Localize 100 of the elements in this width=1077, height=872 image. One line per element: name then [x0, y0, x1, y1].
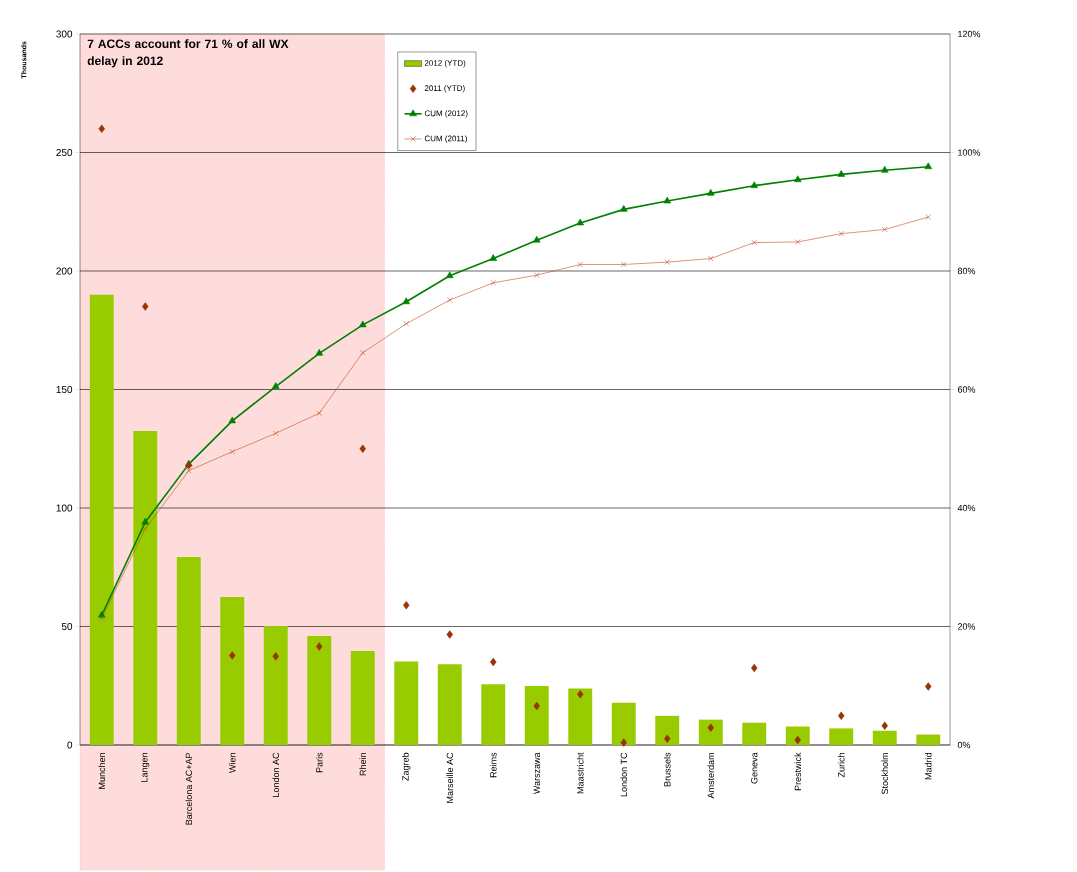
bar — [785, 726, 810, 745]
point — [707, 255, 714, 262]
point — [316, 410, 323, 416]
bar — [133, 430, 158, 745]
bar — [742, 722, 767, 745]
bar — [872, 730, 897, 745]
point — [881, 226, 888, 233]
x-tick-label: Munchen — [98, 753, 106, 789]
bar — [568, 688, 593, 745]
x-tick-label: Barcelona AC+AP — [185, 752, 193, 825]
point — [925, 682, 932, 691]
bar — [394, 661, 419, 745]
y2-tick-label: 60% — [957, 386, 976, 393]
point — [359, 349, 366, 356]
bar — [263, 626, 288, 745]
bar — [698, 719, 723, 745]
bar — [437, 664, 462, 745]
x-tick-label: Langen — [141, 753, 150, 782]
point — [838, 230, 845, 237]
bar — [481, 684, 506, 745]
x-tick-label: Madrid — [924, 753, 932, 780]
point — [185, 467, 192, 474]
y-tick-label: 300 — [56, 30, 73, 38]
x-tick-label: Brussels — [663, 752, 671, 787]
point — [228, 416, 237, 424]
bar — [524, 685, 549, 745]
point — [446, 630, 453, 639]
point — [490, 280, 497, 286]
bar — [307, 635, 332, 745]
x-tick-label: Amsterdam — [707, 753, 715, 799]
bar — [916, 734, 941, 745]
point — [577, 690, 584, 699]
legend-label: CUM (2011) — [424, 135, 467, 143]
bar — [829, 728, 854, 745]
y2-tick-label: 0% — [957, 741, 971, 749]
y-tick-label: 150 — [56, 385, 73, 394]
point — [620, 261, 627, 268]
y2-tick-label: 80% — [957, 267, 976, 275]
point — [141, 517, 150, 525]
point — [402, 297, 411, 305]
y-tick-label: 0 — [67, 741, 73, 749]
point — [750, 181, 759, 188]
point — [706, 189, 715, 196]
x-tick-label: Stockholm — [881, 753, 889, 795]
point — [619, 205, 628, 212]
point — [445, 271, 454, 279]
point — [359, 444, 366, 453]
point — [664, 734, 671, 744]
point — [446, 297, 453, 303]
point — [533, 701, 540, 711]
point — [533, 272, 540, 278]
legend-label: 2011 (YTD) — [424, 85, 465, 93]
x-tick-label: Maastricht — [576, 752, 584, 794]
point — [620, 738, 627, 747]
point — [925, 214, 932, 220]
legend-label: CUM (2012) — [424, 110, 468, 118]
bar — [655, 715, 680, 745]
legend-label: 2012 (YTD) — [424, 59, 466, 68]
point — [98, 615, 105, 621]
point — [837, 170, 846, 177]
point — [358, 320, 367, 328]
point — [751, 239, 758, 246]
point — [229, 448, 236, 455]
x-tick-label: Paris — [315, 752, 323, 773]
y2-tick-label: 100% — [958, 149, 981, 156]
point — [142, 525, 149, 532]
point — [98, 124, 105, 133]
point — [229, 651, 236, 660]
y-tick-label: 250 — [56, 148, 73, 157]
point — [880, 165, 889, 173]
bar — [176, 557, 201, 745]
point — [577, 261, 584, 268]
bar — [350, 650, 375, 745]
x-tick-label: Prestwick — [794, 752, 802, 791]
point — [403, 600, 410, 610]
y2-tick-label: 20% — [957, 623, 976, 630]
x-tick-label: London AC — [272, 752, 280, 797]
x-tick-label: Zagreb — [402, 752, 411, 781]
point — [142, 302, 149, 311]
point — [272, 430, 279, 437]
point — [271, 382, 280, 389]
x-tick-label: Geneva — [751, 752, 758, 784]
x-tick-label: Warszawa — [533, 752, 540, 795]
bar — [611, 702, 636, 745]
x-tick-label: Marseille AC — [446, 752, 454, 803]
x-tick-label: London TC — [620, 752, 628, 797]
x-tick-label: Rhein — [359, 753, 367, 776]
point — [490, 657, 497, 667]
point — [576, 218, 585, 226]
point — [751, 663, 758, 673]
y-tick-label: 50 — [61, 622, 73, 631]
point — [663, 196, 672, 204]
y2-tick-label: 120% — [958, 30, 981, 38]
point — [838, 711, 845, 721]
y-tick-label: 200 — [56, 267, 73, 275]
band-label: 7 ACCs account for 71 % of all WX delay in 2012 — [87, 39, 289, 68]
x-tick-label: Zurich — [837, 753, 845, 778]
bar — [89, 294, 114, 745]
x-tick-label: Wien — [228, 753, 236, 773]
point — [403, 320, 410, 327]
